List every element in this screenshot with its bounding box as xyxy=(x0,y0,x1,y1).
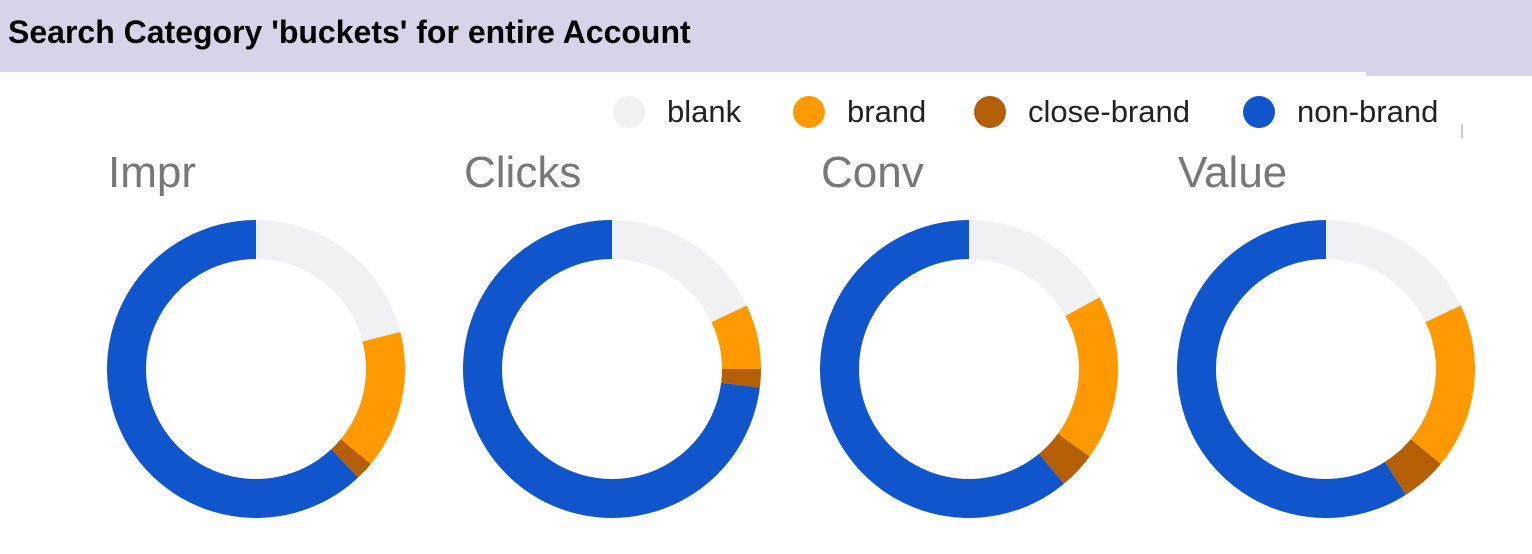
legend-label-blank: blank xyxy=(667,94,742,129)
legend-swatch-blank xyxy=(613,96,645,128)
chart-title-impr: Impr xyxy=(108,148,196,197)
donut-impr xyxy=(106,220,405,518)
slice-clicks-close-brand[interactable] xyxy=(721,369,761,388)
slice-conv-non-brand[interactable] xyxy=(820,220,1064,518)
slice-value-close-brand[interactable] xyxy=(1384,439,1441,495)
donut-conv xyxy=(820,220,1119,518)
legend-item-blank[interactable]: blank xyxy=(613,90,741,134)
slice-value-blank[interactable] xyxy=(1326,220,1461,323)
legend-item-brand[interactable]: brand xyxy=(793,90,926,134)
legend-item-non-brand[interactable]: non-brand xyxy=(1243,90,1438,134)
legend-swatch-non-brand xyxy=(1243,96,1275,128)
slice-conv-brand[interactable] xyxy=(1057,297,1119,457)
slice-conv-close-brand[interactable] xyxy=(1039,433,1090,484)
page-title: Search Category 'buckets' for entire Acc… xyxy=(8,14,691,50)
slice-clicks-brand[interactable] xyxy=(711,305,761,369)
chart-title-value: Value xyxy=(1178,148,1288,197)
legend-swatch-close-brand xyxy=(974,96,1006,128)
header-bar: Search Category 'buckets' for entire Acc… xyxy=(0,0,1532,72)
donut-clicks xyxy=(463,220,761,518)
legend-label-close-brand: close-brand xyxy=(1028,94,1190,129)
chart-title-clicks: Clicks xyxy=(464,148,582,197)
legend-swatch-brand xyxy=(793,96,825,128)
legend-label-brand: brand xyxy=(847,94,927,129)
slice-impr-blank[interactable] xyxy=(256,220,401,342)
slice-clicks-blank[interactable] xyxy=(612,220,747,323)
legend-label-non-brand: non-brand xyxy=(1297,94,1439,129)
donut-value xyxy=(1176,220,1475,518)
chart-title-conv: Conv xyxy=(821,148,924,197)
slice-conv-blank[interactable] xyxy=(969,220,1100,317)
slice-impr-brand[interactable] xyxy=(340,331,405,464)
slice-impr-non-brand[interactable] xyxy=(106,220,358,518)
slice-impr-close-brand[interactable] xyxy=(331,439,371,478)
slice-value-non-brand[interactable] xyxy=(1176,220,1406,518)
slice-value-brand[interactable] xyxy=(1410,305,1475,464)
header-notch xyxy=(1366,72,1532,76)
legend-item-close-brand[interactable]: close-brand xyxy=(974,90,1190,134)
legend-scroll-tick xyxy=(1461,124,1463,138)
